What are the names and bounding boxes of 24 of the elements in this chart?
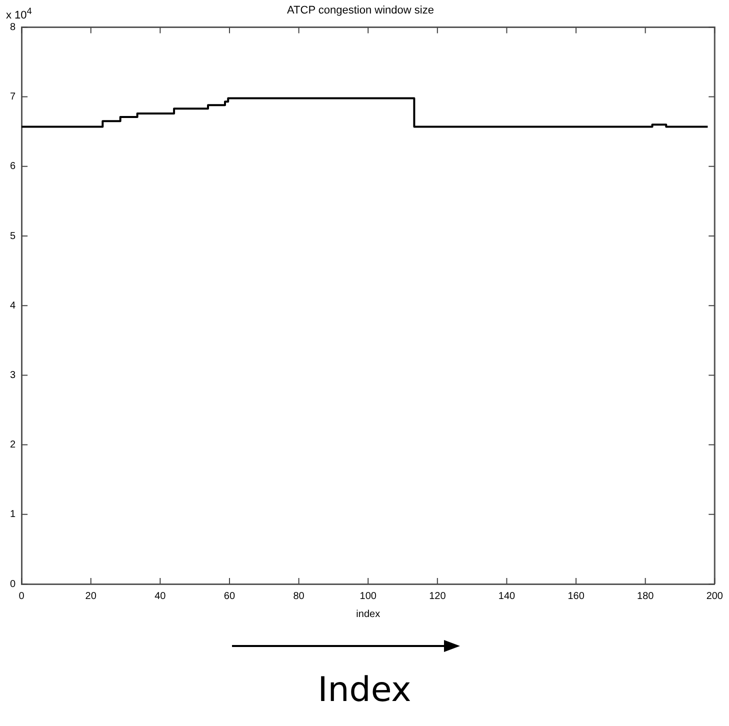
y-tick-label: 4 xyxy=(10,300,16,312)
chart-title: ATCP congestion window size xyxy=(287,4,434,17)
y-tick-label: 8 xyxy=(10,22,16,33)
y-tick-label: 7 xyxy=(10,92,16,103)
x-axis-title: index xyxy=(356,608,380,620)
text: Index xyxy=(316,670,412,710)
y-tick-label: 0 xyxy=(10,578,16,590)
x-tick-label: 20 xyxy=(85,590,97,602)
y-tick-label: 6 xyxy=(10,161,16,172)
x-tick-label: 160 xyxy=(568,590,585,602)
text: x 10$^{4}$ xyxy=(6,6,32,22)
x-tick-label: 180 xyxy=(637,590,654,602)
x-tick-label: 0 xyxy=(18,590,25,602)
x-tick-label: 200 xyxy=(706,590,724,602)
x-tick-label: 60 xyxy=(224,590,236,602)
x-tick-label: 140 xyxy=(498,590,516,602)
y-tick-label: 5 xyxy=(10,230,16,242)
y-tick-label: 1 xyxy=(10,509,16,520)
y-tick-label: 3 xyxy=(10,370,16,381)
x-tick-label: 100 xyxy=(360,590,377,602)
x-tick-label: 40 xyxy=(154,590,166,602)
y-tick-label: 2 xyxy=(10,440,16,451)
x-tick-label: 80 xyxy=(293,590,305,602)
x-tick-label: 120 xyxy=(429,590,446,602)
